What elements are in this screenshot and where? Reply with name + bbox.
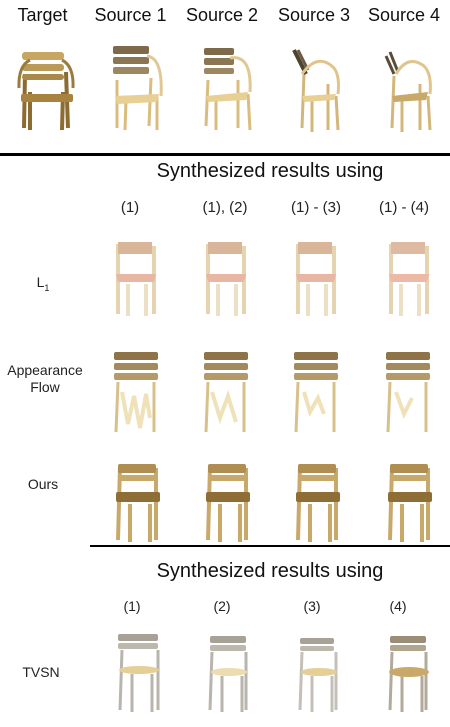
row-label-appearance-flow: Appearance Flow (0, 362, 90, 396)
section-divider-thin (90, 545, 450, 547)
row-label-l1: L1 (18, 274, 68, 297)
chair-image-tvsn-2 (208, 636, 248, 712)
chair-image-tvsn-3 (298, 638, 338, 712)
header-target: Target (17, 5, 68, 25)
chair-image-tvsn-4 (388, 636, 429, 712)
section-divider-thick (0, 153, 450, 156)
section1-column-1: (1) (120, 199, 140, 216)
chair-image-appearance-flow-2 (204, 352, 248, 433)
row-label-ours: Ours (27, 476, 59, 492)
chair-image-ours-1 (116, 464, 160, 542)
section2-title: Synthesized results using (156, 560, 384, 582)
header-source-3: Source 3 (277, 5, 351, 25)
chair-image-l1-2 (206, 242, 246, 316)
row-label-tvsn: TVSN (22, 664, 60, 680)
row-label-l1-subscript: 1 (44, 282, 50, 293)
chair-image-appearance-flow-3 (294, 352, 338, 433)
chair-image-appearance-flow-1 (114, 352, 158, 433)
header-source-4: Source 4 (367, 5, 441, 25)
chair-image-source-1 (113, 46, 163, 131)
section1-title: Synthesized results using (156, 160, 384, 182)
section1-column-3: (1) - (3) (291, 199, 341, 216)
section1-column-4: (1) - (4) (379, 199, 429, 216)
section2-column-2: (2) (213, 598, 231, 614)
chair-image-appearance-flow-4 (386, 352, 430, 433)
row-label-l1-text: L (36, 274, 45, 290)
chair-image-ours-2 (206, 464, 250, 542)
chair-image-source-2 (204, 48, 252, 131)
chair-image-l1-1 (116, 242, 156, 316)
chair-image-ours-3 (296, 464, 340, 542)
section2-column-3: (3) (303, 598, 321, 614)
chair-image-l1-3 (296, 242, 336, 316)
chair-image-ours-4 (388, 464, 432, 542)
section1-column-2: (1), (2) (202, 199, 248, 216)
chair-image-source-4 (384, 51, 432, 132)
header-source-1: Source 1 (94, 5, 167, 25)
row-label-appearance-flow-line2: Flow (30, 379, 60, 395)
section2-column-4: (4) (389, 598, 407, 614)
chair-image-tvsn-1 (118, 634, 160, 712)
chair-image-source-3 (292, 49, 340, 132)
chair-image-target (17, 52, 75, 131)
chair-image-l1-4 (389, 242, 429, 316)
header-source-2: Source 2 (185, 5, 259, 25)
row-label-appearance-flow-line1: Appearance (7, 362, 83, 378)
section2-column-1: (1) (123, 598, 141, 614)
